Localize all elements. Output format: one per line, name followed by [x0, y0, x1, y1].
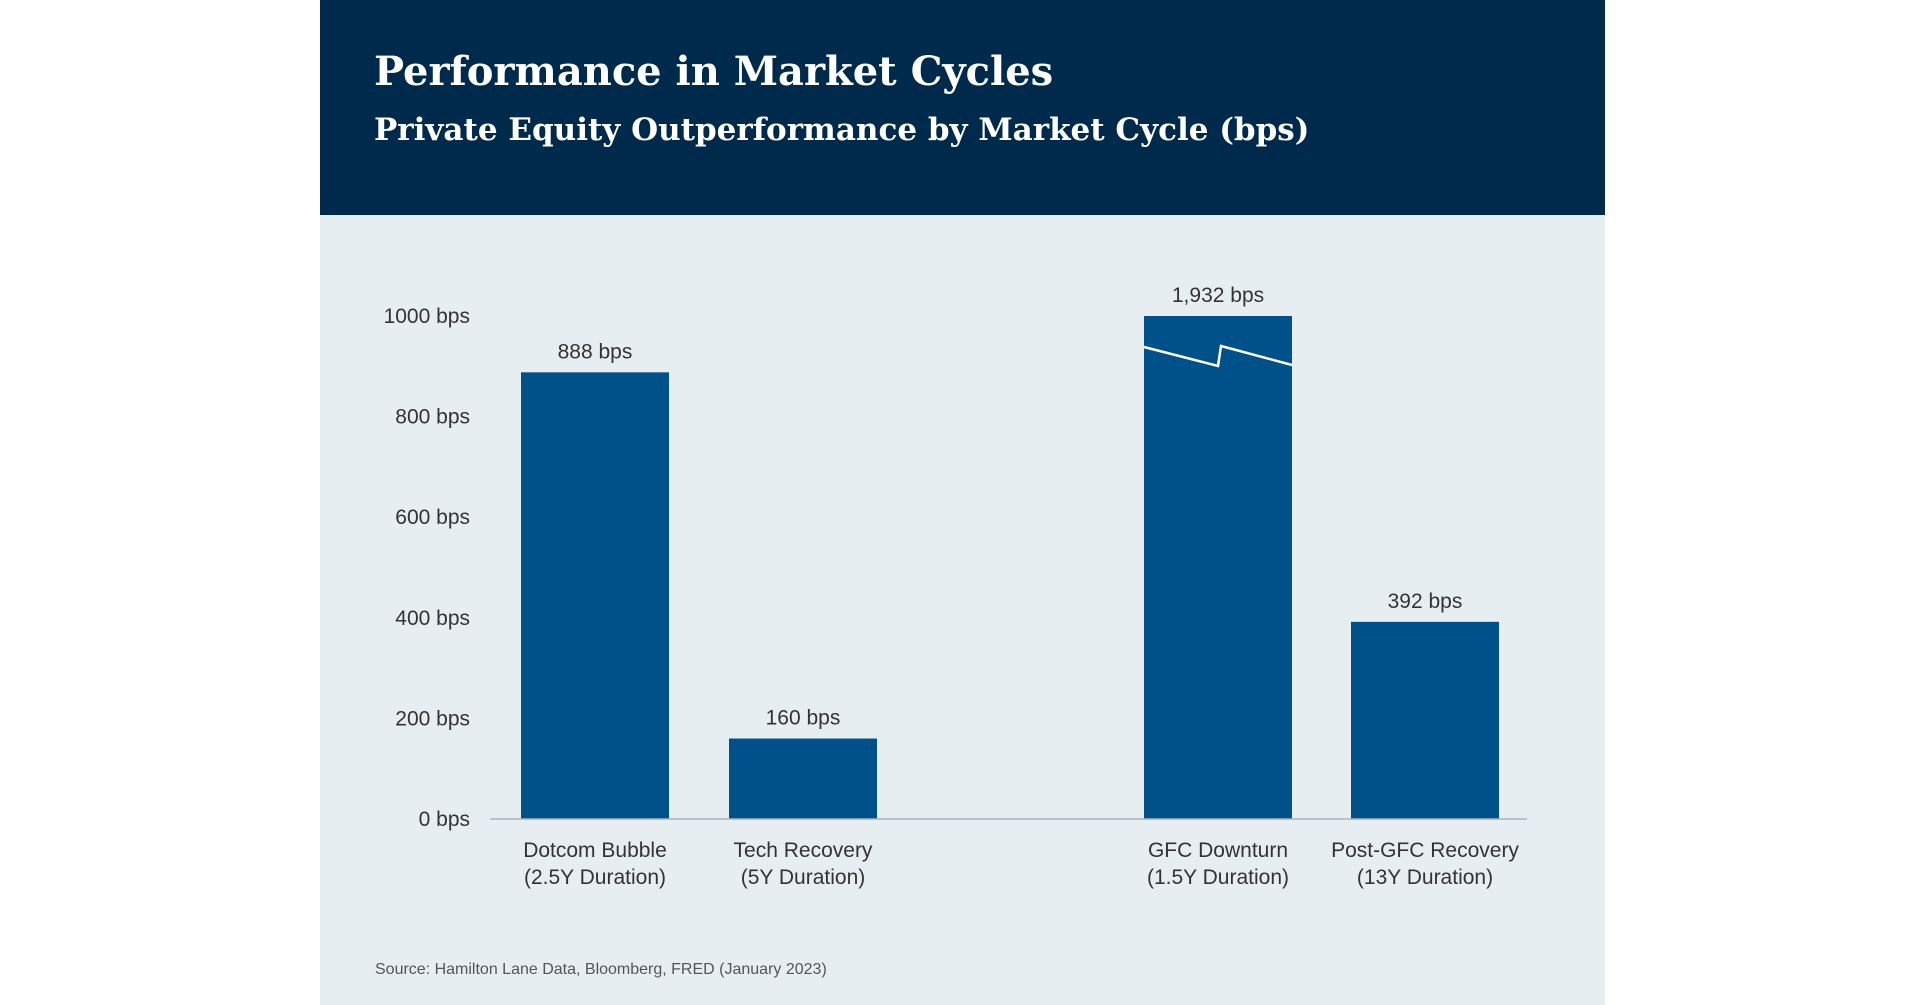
bar — [1351, 621, 1499, 819]
axis-break-mark — [1143, 344, 1293, 368]
y-tick-label: 1000 bps — [384, 305, 470, 328]
chart-subtitle: Private Equity Outperformance by Market … — [374, 112, 1310, 148]
chart-title: Performance in Market Cycles — [374, 48, 1054, 95]
y-tick-label: 600 bps — [395, 506, 470, 529]
bar-value-label: 392 bps — [1388, 590, 1463, 613]
chart-header: Performance in Market Cycles Private Equ… — [320, 0, 1605, 215]
bar-value-label: 160 bps — [766, 707, 841, 730]
x-category-label: (2.5Y Duration) — [524, 866, 666, 889]
bar — [521, 372, 669, 819]
bar-value-label: 888 bps — [558, 340, 633, 363]
y-tick-label: 200 bps — [395, 707, 470, 730]
y-tick-label: 0 bps — [419, 808, 470, 831]
source-note: Source: Hamilton Lane Data, Bloomberg, F… — [375, 961, 827, 978]
x-category-label: Post-GFC Recovery — [1331, 839, 1519, 862]
bar-chart: 0 bps 200 bps 400 bps 600 bps 800 bps 1000 bp… — [384, 284, 1527, 889]
bar-value-label: 1,932 bps — [1172, 284, 1264, 307]
x-category-label: GFC Downturn — [1148, 839, 1288, 862]
chart-card: Performance in Market Cycles Private Equ… — [320, 0, 1605, 1005]
x-category-label: (1.5Y Duration) — [1147, 866, 1289, 889]
y-tick-label: 400 bps — [395, 607, 470, 630]
bar — [1144, 316, 1292, 819]
x-category-label: Dotcom Bubble — [523, 839, 667, 862]
y-tick-label: 800 bps — [395, 406, 470, 429]
x-category-label: (13Y Duration) — [1357, 866, 1493, 889]
x-category-label: Tech Recovery — [734, 839, 873, 862]
x-category-label: (5Y Duration) — [741, 866, 866, 889]
bar — [729, 738, 877, 819]
